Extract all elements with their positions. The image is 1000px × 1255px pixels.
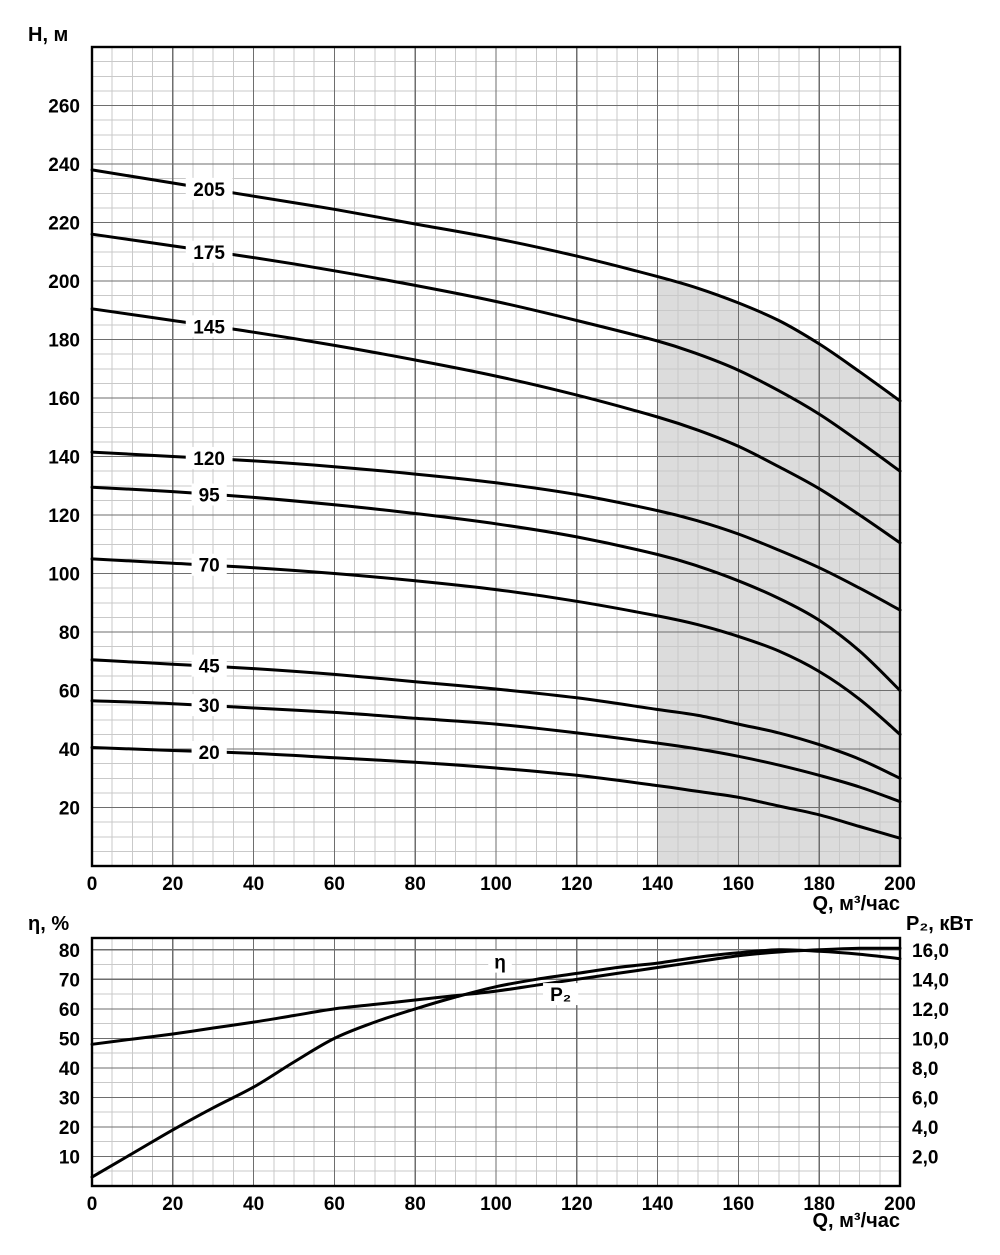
- curve-label-bg-205: [185, 177, 233, 200]
- y-tick-60: 60: [59, 1000, 80, 1021]
- y-tick-200: 200: [48, 272, 80, 293]
- x-tick-200: 200: [884, 1194, 916, 1215]
- y-tick-160: 160: [48, 389, 80, 410]
- y-tick-70: 70: [59, 970, 80, 991]
- curve-label-95: 95: [199, 486, 221, 507]
- x-tick-80: 80: [405, 1194, 426, 1215]
- curve-label-70: 70: [199, 556, 220, 577]
- right-tick-8: 8,0: [912, 1059, 938, 1080]
- x-tick-200: 200: [884, 874, 916, 895]
- y-tick-60: 60: [59, 682, 80, 703]
- bottom-flow-axis-title: Q, м³/час: [812, 1210, 900, 1232]
- y-tick-260: 260: [48, 97, 80, 118]
- efficiency-power-chart: η P₂ 0 20 40 60 80 100 120 140 160 180 200 10 20 30 40 50…: [59, 936, 949, 1215]
- curve-P₂: [90, 946, 902, 1046]
- x-tick-60: 60: [324, 874, 345, 895]
- power-axis-title: P₂, кВт: [906, 913, 974, 935]
- y-tick-40: 40: [59, 1059, 80, 1080]
- y-tick-180: 180: [48, 331, 80, 352]
- curve-70: [90, 557, 902, 736]
- curve-label-bg-P₂: [543, 983, 579, 1006]
- y-tick-120: 120: [48, 506, 80, 527]
- right-tick-2: 2,0: [912, 1147, 938, 1168]
- x-tick-180: 180: [803, 1194, 835, 1215]
- curve-label-bg-45: [191, 654, 227, 677]
- x-tick-120: 120: [561, 874, 593, 895]
- y-tick-30: 30: [59, 1088, 80, 1109]
- x-tick-120: 120: [561, 1194, 593, 1215]
- curve-label-30: 30: [199, 696, 220, 717]
- curve-20: [90, 746, 902, 840]
- curve-label-bg-70: [191, 553, 227, 576]
- y-tick-50: 50: [59, 1029, 80, 1050]
- curve-95: [90, 485, 902, 692]
- y-tick-80: 80: [59, 623, 80, 644]
- x-tick-60: 60: [324, 1194, 345, 1215]
- y-tick-20: 20: [59, 799, 80, 820]
- y-tick-100: 100: [48, 565, 80, 586]
- x-tick-140: 140: [642, 874, 674, 895]
- curve-label-bg-20: [191, 740, 227, 763]
- right-tick-10: 10,0: [912, 1029, 949, 1050]
- plot-frame: [90, 936, 902, 1188]
- y-tick-10: 10: [59, 1147, 80, 1168]
- curve-label-205: 205: [193, 180, 225, 201]
- x-tick-0: 0: [87, 874, 98, 895]
- curve-label-175: 175: [193, 243, 225, 264]
- y-tick-240: 240: [48, 155, 80, 176]
- x-tick-100: 100: [480, 1194, 512, 1215]
- curve-label-145: 145: [193, 317, 225, 338]
- right-tick-14: 14,0: [912, 970, 949, 991]
- efficiency-axis-title: η, %: [28, 913, 70, 935]
- curve-label-bg-η: [488, 950, 512, 973]
- curve-label-bg-145: [185, 315, 233, 338]
- x-tick-20: 20: [162, 1194, 183, 1215]
- curve-45: [90, 658, 902, 780]
- curve-145: [90, 307, 902, 545]
- curve-label-P₂: P₂: [550, 985, 571, 1006]
- right-tick-12: 12,0: [912, 1000, 949, 1021]
- curve-175: [90, 232, 902, 473]
- right-tick-4: 4,0: [912, 1118, 938, 1139]
- y-tick-40: 40: [59, 740, 80, 761]
- top-flow-axis-title: Q, м³/час: [812, 893, 900, 915]
- x-tick-140: 140: [642, 1194, 674, 1215]
- plot-frame: [90, 45, 902, 868]
- y-tick-20: 20: [59, 1118, 80, 1139]
- y-tick-220: 220: [48, 214, 80, 235]
- head-axis-title: Н, м: [28, 24, 69, 46]
- x-tick-160: 160: [723, 1194, 755, 1215]
- x-tick-100: 100: [480, 874, 512, 895]
- x-tick-40: 40: [243, 1194, 264, 1215]
- curve-30: [90, 699, 902, 804]
- y-tick-80: 80: [59, 941, 80, 962]
- right-tick-6: 6,0: [912, 1088, 938, 1109]
- curve-label-bg-120: [185, 446, 233, 469]
- y-tick-140: 140: [48, 448, 80, 469]
- curve-label-120: 120: [193, 449, 225, 470]
- x-tick-0: 0: [87, 1194, 98, 1215]
- curve-label-bg-30: [191, 694, 227, 717]
- curve-label-bg-95: [191, 483, 227, 506]
- curve-label-bg-175: [185, 240, 233, 263]
- curve-205: [90, 168, 902, 403]
- x-tick-80: 80: [405, 874, 426, 895]
- curve-label-η: η: [494, 953, 506, 974]
- curve-120: [90, 450, 902, 612]
- x-tick-20: 20: [162, 874, 183, 895]
- x-tick-160: 160: [723, 874, 755, 895]
- curve-label-20: 20: [199, 743, 220, 764]
- curve-η: [90, 948, 902, 1179]
- x-tick-40: 40: [243, 874, 264, 895]
- x-tick-180: 180: [803, 874, 835, 895]
- curve-label-45: 45: [199, 657, 221, 678]
- right-tick-16: 16,0: [912, 941, 949, 962]
